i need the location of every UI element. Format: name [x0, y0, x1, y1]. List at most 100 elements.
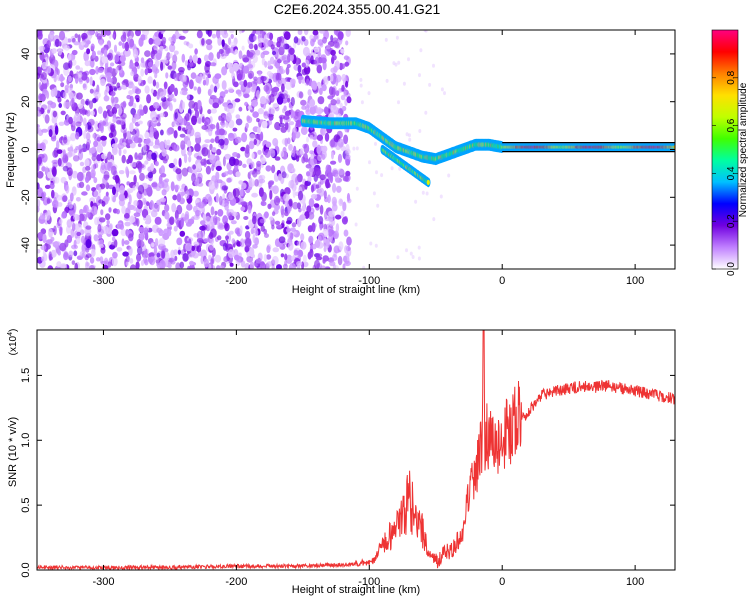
heatmap-noise-cell: [268, 114, 274, 121]
heatmap-noise-cell: [140, 260, 145, 266]
heatmap-noise-cell: [274, 220, 281, 225]
heatmap-noise-cell: [284, 253, 288, 261]
heatmap-noise-cell: [259, 218, 266, 224]
heatmap-noise-cell: [270, 106, 276, 115]
heatmap-noise-cell: [191, 115, 197, 126]
heatmap-noise-cell: [293, 36, 299, 44]
x-tick-label: 0: [499, 275, 505, 287]
heatmap-noise-cell: [130, 107, 136, 116]
heatmap-noise-cell: [68, 209, 75, 215]
heatmap-noise-cell: [153, 130, 159, 140]
heatmap-noise-cell: [203, 238, 209, 243]
heatmap-noise-cell: [52, 110, 58, 118]
heatmap-noise-cell: [113, 239, 118, 248]
heatmap-noise-cell: [342, 201, 347, 212]
heatmap-noise-cell: [248, 43, 254, 50]
heatmap-noise-cell: [118, 106, 123, 116]
heatmap-noise-cell: [119, 55, 126, 63]
heatmap-noise-cell: [213, 215, 218, 224]
heatmap-noise-cell: [200, 256, 204, 265]
heatmap-noise-cell: [71, 49, 78, 56]
heatmap-noise-cell: [224, 202, 229, 211]
heatmap-noise-cell: [127, 37, 131, 43]
heatmap-noise-cell: [44, 184, 51, 189]
heatmap-noise-cell: [129, 62, 136, 68]
heatmap-noise-cell: [217, 235, 222, 241]
heatmap-noise-cell: [269, 93, 275, 103]
heatmap-noise-cell: [37, 199, 41, 208]
heatmap-noise-cell: [126, 158, 130, 165]
heatmap-noise-cell: [311, 222, 316, 233]
heatmap-noise-cell: [145, 214, 151, 224]
heatmap-noise-cell: [265, 141, 272, 148]
heatmap-noise-cell: [160, 129, 164, 136]
heatmap-noise-cell: [248, 178, 255, 188]
heatmap-noise-cell: [117, 142, 124, 150]
heatmap-noise-cell: [333, 230, 339, 240]
heatmap-noise-cell: [164, 178, 170, 183]
heatmap-noise-cell: [225, 121, 229, 128]
heatmap-noise-cell: [251, 99, 258, 107]
heatmap-noise-cell: [111, 236, 116, 242]
heatmap-noise-cell: [341, 105, 347, 112]
heatmap-noise-cell: [310, 184, 315, 193]
heatmap-noise-cell: [230, 220, 237, 225]
heatmap-noise-cell: [217, 209, 224, 217]
heatmap-noise-cell: [163, 81, 168, 90]
heatmap-noise-cell: [232, 127, 238, 132]
heatmap-noise-cell: [309, 98, 316, 108]
heatmap-noise-cell: [227, 249, 235, 259]
heatmap-noise-cell: [276, 79, 282, 88]
heatmap-noise-cell: [326, 44, 331, 50]
heatmap-noise-cell: [199, 225, 206, 231]
y-tick-label: 1.0: [20, 433, 32, 448]
heatmap-noise-cell: [73, 250, 78, 257]
heatmap-noise-cell: [37, 162, 40, 172]
heatmap-noise-cell: [174, 255, 178, 261]
heatmap-noise-cell: [59, 242, 67, 252]
x-tick-label: -200: [225, 275, 247, 287]
heatmap-noise-cell: [243, 216, 249, 220]
heatmap-noise-cell: [264, 60, 268, 68]
heatmap-noise-cell: [417, 245, 421, 250]
heatmap-noise-cell: [283, 193, 290, 202]
heatmap-noise-cell: [209, 243, 214, 251]
heatmap-noise-cell: [37, 232, 44, 240]
heatmap-noise-cell: [77, 72, 83, 79]
heatmap-noise-cell: [187, 140, 192, 148]
heatmap-noise-cell: [304, 157, 309, 163]
heatmap-noise-cell: [317, 154, 323, 161]
heatmap-noise-cell: [89, 68, 96, 76]
heatmap-noise-cell: [115, 66, 119, 74]
heatmap-noise-cell: [304, 211, 310, 220]
heatmap-noise-cell: [235, 114, 241, 119]
colorbar-tick-label: 0.4: [726, 166, 737, 180]
heatmap-noise-cell: [209, 84, 214, 93]
heatmap-noise-cell: [37, 171, 44, 179]
heatmap-noise-cell: [80, 148, 88, 153]
heatmap-noise-cell: [306, 171, 311, 177]
heatmap-noise-cell: [202, 143, 209, 148]
heatmap-noise-cell: [186, 203, 193, 211]
heatmap-noise-cell: [166, 128, 172, 136]
heatmap-noise-cell: [226, 177, 232, 183]
heatmap-noise-cell: [86, 48, 91, 55]
heatmap-noise-cell: [239, 238, 245, 248]
heatmap-noise-cell: [48, 239, 54, 245]
heatmap-noise-cell: [183, 153, 188, 164]
heatmap-noise-cell: [283, 105, 287, 112]
heatmap-noise-cell: [286, 216, 293, 224]
heatmap-noise-cell: [40, 192, 45, 202]
heatmap-noise-cell: [335, 214, 342, 220]
heatmap-noise-cell: [116, 120, 122, 125]
heatmap-noise-cell: [219, 30, 225, 36]
heatmap-noise-cell: [138, 167, 142, 174]
heatmap-noise-cell: [67, 75, 72, 83]
heatmap-noise-cell: [218, 48, 224, 55]
heatmap-noise-cell: [314, 239, 321, 248]
heatmap-noise-cell: [193, 86, 197, 91]
heatmap-noise-cell: [269, 32, 274, 41]
heatmap-noise-cell: [146, 201, 150, 207]
heatmap-noise-cell: [215, 193, 219, 203]
heatmap-noise-cell: [201, 38, 205, 46]
